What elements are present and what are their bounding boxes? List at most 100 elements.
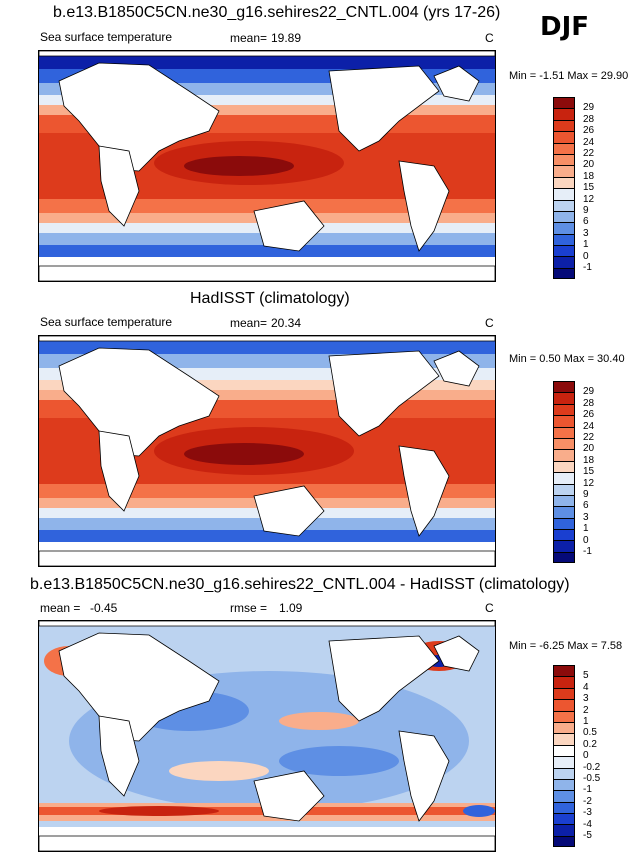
colorbar-cell — [553, 222, 575, 234]
colorbar-cell — [553, 676, 575, 688]
colorbar-cell — [553, 415, 575, 427]
colorbar-tick-label: -3 — [583, 807, 592, 819]
colorbar-cell — [553, 460, 575, 473]
colorbar-tick-label: 12 — [583, 477, 595, 489]
colorbar-tick-label: 15 — [583, 466, 595, 478]
colorbar-tick-label: -4 — [583, 818, 592, 830]
colorbar-cell — [553, 540, 575, 552]
colorbar-cell — [553, 188, 575, 200]
colorbar-tick-label: 1 — [583, 716, 589, 727]
panel-2-minmax: Min = 0.50 Max = 30.40 — [509, 353, 625, 365]
panel-1-title: b.e13.B1850C5CN.ne30_g16.sehires22_CNTL.… — [53, 4, 501, 21]
panel-2-map-svg — [39, 336, 495, 566]
colorbar-tick-label: 28 — [583, 397, 595, 409]
colorbar-cell — [553, 256, 575, 268]
colorbar-tick-label: 20 — [583, 159, 595, 171]
colorbar-cell — [553, 665, 575, 677]
colorbar-tick-label: -1 — [583, 546, 592, 557]
colorbar-cell — [553, 131, 575, 143]
colorbar-cell — [553, 119, 575, 132]
colorbar-cell — [553, 233, 575, 246]
colorbar-tick-label: 1 — [583, 523, 589, 535]
panel-3-units: C — [485, 601, 494, 615]
colorbar-tick-label: 29 — [583, 386, 595, 398]
colorbar-tick-label: -5 — [583, 830, 592, 841]
colorbar-tick-label: -2 — [583, 795, 592, 807]
colorbar-cell — [553, 108, 575, 120]
panel-1-minmax: Min = -1.51 Max = 29.90 — [509, 70, 629, 82]
colorbar-cell — [553, 392, 575, 404]
panel-3-rmse-value: 1.09 — [279, 601, 303, 615]
colorbar-tick-label: 6 — [583, 216, 589, 228]
colorbar-tick-label: 18 — [583, 170, 595, 182]
colorbar-tick-label: 2 — [583, 704, 589, 716]
colorbar-tick-label: 4 — [583, 681, 589, 693]
panel-1-map — [38, 50, 496, 282]
panel-2-variable: Sea surface temperature — [40, 315, 173, 329]
colorbar-tick-label: 22 — [583, 148, 595, 159]
colorbar-cell — [553, 824, 575, 836]
colorbar-tick-label: 3 — [583, 693, 589, 705]
colorbar-tick-label: 28 — [583, 113, 595, 125]
colorbar-cell — [553, 835, 575, 848]
colorbar-tick-label: 3 — [583, 511, 589, 523]
colorbar-tick-label: -0.2 — [583, 761, 601, 773]
colorbar-cell — [553, 210, 575, 223]
colorbar-cell — [553, 97, 575, 109]
colorbar-cell — [553, 437, 575, 450]
colorbar-cell — [553, 699, 575, 711]
colorbar-cell — [553, 494, 575, 507]
colorbar-tick-label: 1 — [583, 239, 589, 251]
panel-3-rmse-label: rmse = — [230, 601, 268, 615]
colorbar-cell — [553, 721, 575, 734]
panel-3-continents — [39, 621, 495, 851]
colorbar-cell — [553, 472, 575, 484]
colorbar-cell — [553, 733, 575, 745]
colorbar-cell — [553, 199, 575, 211]
colorbar-cell — [553, 778, 575, 791]
panel-2-colorbar: 29 28 26 24 22 20 18 15 12 9 6 3 1 0 -1 — [553, 381, 594, 564]
colorbar-tick-label: 9 — [583, 205, 589, 216]
colorbar-cell — [553, 517, 575, 530]
colorbar-tick-label: 9 — [583, 489, 589, 500]
colorbar-tick-label: 15 — [583, 182, 595, 194]
season-label: DJF — [540, 12, 590, 42]
panel-2-mean-value: 20.34 — [271, 316, 302, 330]
panel-3-map-svg — [39, 621, 495, 851]
colorbar-tick-label: 0 — [583, 250, 589, 262]
colorbar-tick-label: 0.2 — [583, 738, 597, 750]
colorbar-cell — [553, 449, 575, 461]
colorbar-cell — [553, 529, 575, 541]
colorbar-tick-label: 0 — [583, 750, 589, 762]
panel-2-map — [38, 335, 496, 567]
panel-2-title: HadISST (climatology) — [190, 290, 350, 307]
colorbar-cell — [553, 687, 575, 700]
colorbar-cell — [553, 426, 575, 438]
colorbar-tick-label: 5 — [583, 670, 589, 682]
panel-1-colorbar-cells — [553, 97, 575, 280]
panel-1-mean-label: mean= — [230, 31, 268, 45]
panel-2-units: C — [485, 316, 494, 330]
colorbar-cell — [553, 801, 575, 814]
colorbar-cell — [553, 483, 575, 495]
panel-1-mean-value: 19.89 — [271, 31, 302, 45]
colorbar-cell — [553, 381, 575, 393]
colorbar-tick-label: 22 — [583, 432, 595, 443]
panel-2-mean-label: mean= — [230, 316, 268, 330]
colorbar-cell — [553, 744, 575, 757]
colorbar-tick-label: 3 — [583, 227, 589, 239]
colorbar-tick-label: 0.5 — [583, 727, 597, 739]
panel-3-mean-value: -0.45 — [90, 601, 118, 615]
colorbar-cell — [553, 142, 575, 154]
panel-2-colorbar-cells — [553, 381, 575, 564]
colorbar-tick-label: 26 — [583, 409, 595, 421]
colorbar-tick-label: 26 — [583, 125, 595, 137]
colorbar-tick-label: 18 — [583, 454, 595, 466]
colorbar-cell — [553, 506, 575, 518]
colorbar-tick-label: 6 — [583, 500, 589, 512]
colorbar-cell — [553, 176, 575, 189]
colorbar-tick-label: 0 — [583, 534, 589, 546]
panel-1-units: C — [485, 31, 494, 45]
panel-3-colorbar: 5 4 3 2 1 0.5 0.2 0 -0.2 -0.5 -1 -2 -3 -4 -5 — [553, 665, 600, 848]
colorbar-cell — [553, 403, 575, 416]
